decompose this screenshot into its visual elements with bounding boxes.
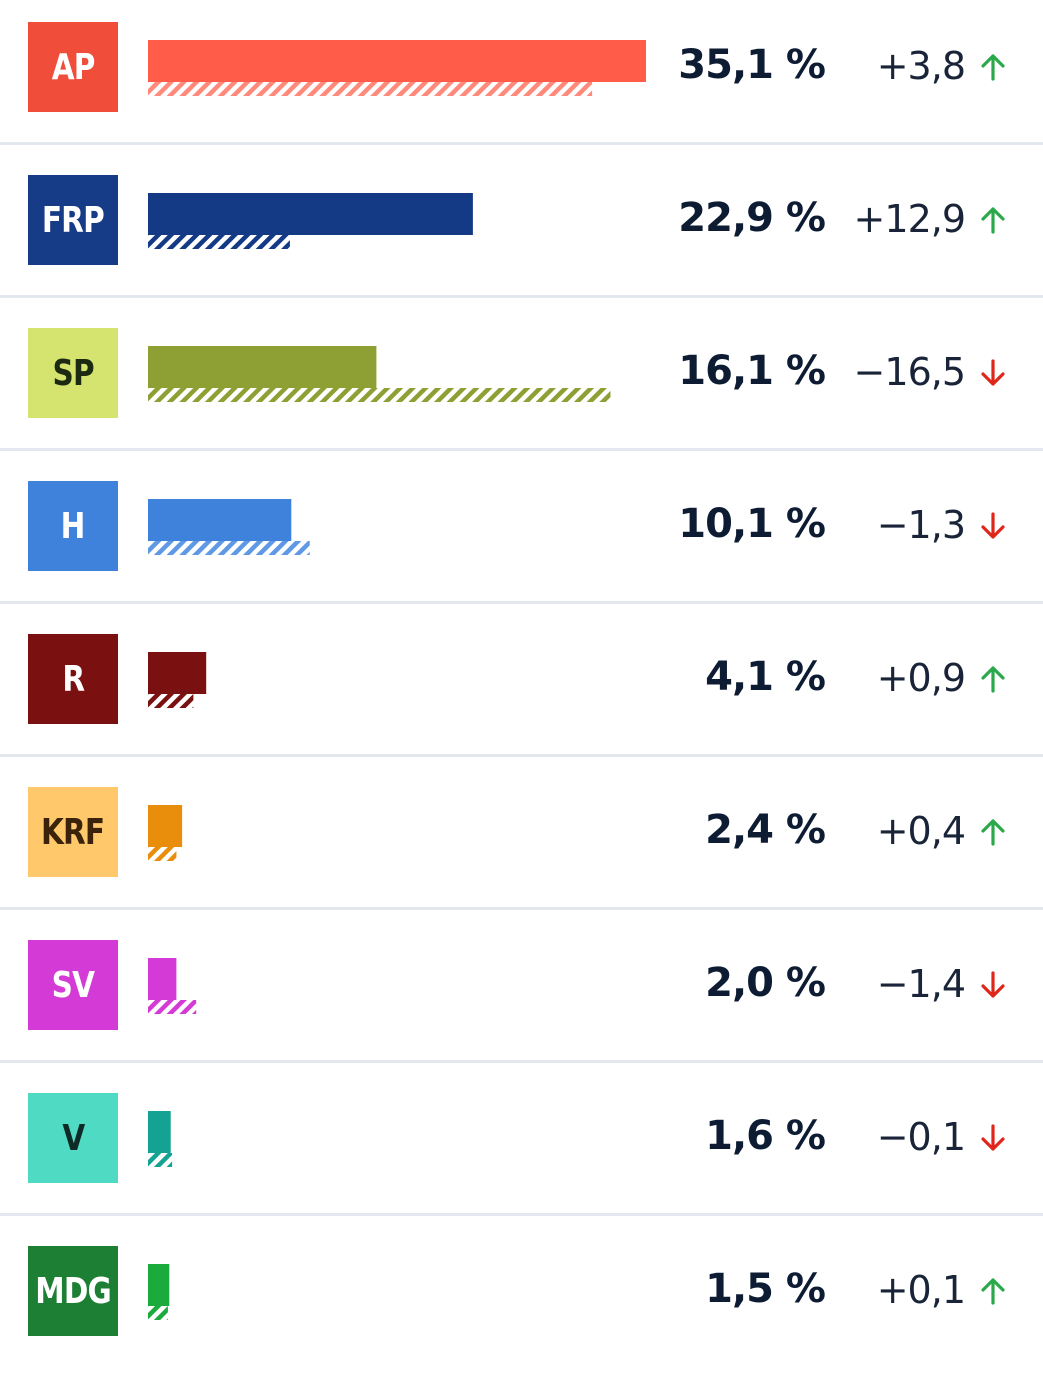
previous-result-bar	[148, 82, 593, 96]
row-divider	[0, 601, 1043, 604]
percentage-value: 4,1 %	[705, 654, 826, 700]
party-badge: SP	[28, 328, 118, 418]
percentage-value: 2,0 %	[705, 960, 826, 1006]
previous-result-bar	[148, 1306, 168, 1320]
party-badge: FRP	[28, 175, 118, 265]
election-results-chart: AP 35,1 % +3,8 FRP 22,9 % +12,9 SP 16,1 % −16,5 H…	[0, 0, 1043, 1336]
party-badge: H	[28, 481, 118, 571]
percentage-value: 35,1 %	[678, 42, 826, 88]
row-divider	[0, 142, 1043, 145]
result-row-krf: KRF 2,4 % +0,4	[0, 765, 1043, 918]
party-label: SV	[51, 964, 95, 1006]
current-result-bar	[148, 958, 177, 1000]
previous-result-bar	[148, 388, 611, 402]
arrow-down-icon	[981, 359, 1005, 386]
previous-result-bar	[148, 1000, 197, 1014]
current-result-bar	[148, 346, 377, 388]
bar-group	[148, 499, 310, 555]
row-divider	[0, 754, 1043, 757]
current-result-bar	[148, 193, 473, 235]
row-divider	[0, 448, 1043, 451]
change-value: −1,3	[876, 503, 966, 547]
row-divider	[0, 1060, 1043, 1063]
bar-group	[148, 652, 207, 708]
bar-group	[148, 1264, 170, 1320]
party-label: SP	[52, 352, 94, 394]
bar-group	[148, 958, 197, 1014]
result-row-ap: AP 35,1 % +3,8	[0, 0, 1043, 153]
arrow-down-icon	[981, 1124, 1005, 1151]
party-label: KRF	[41, 811, 105, 853]
previous-result-bar	[148, 1153, 173, 1167]
result-row-frp: FRP 22,9 % +12,9	[0, 153, 1043, 306]
bar-group	[148, 193, 473, 249]
arrow-up-icon	[981, 666, 1005, 693]
change-value: −0,1	[876, 1115, 966, 1159]
party-badge: SV	[28, 940, 118, 1030]
row-divider	[0, 1213, 1043, 1216]
party-label: FRP	[41, 199, 105, 241]
arrow-down-icon	[981, 971, 1005, 998]
bar-group	[148, 1111, 173, 1167]
previous-result-bar	[148, 847, 177, 861]
current-result-bar	[148, 499, 292, 541]
party-label: H	[61, 505, 86, 547]
change-value: +0,4	[876, 809, 966, 853]
party-label: V	[61, 1117, 85, 1159]
arrow-up-icon	[981, 1278, 1005, 1305]
result-row-mdg: MDG 1,5 % +0,1	[0, 1224, 1043, 1377]
result-row-v: V 1,6 % −0,1	[0, 1071, 1043, 1224]
current-result-bar	[148, 40, 646, 82]
percentage-value: 1,5 %	[705, 1266, 826, 1312]
result-row-r: R 4,1 % +0,9	[0, 612, 1043, 765]
current-result-bar	[148, 1111, 171, 1153]
percentage-value: 22,9 %	[678, 195, 826, 241]
result-row-sp: SP 16,1 % −16,5	[0, 306, 1043, 459]
current-result-bar	[148, 652, 207, 694]
current-result-bar	[148, 1264, 170, 1306]
previous-result-bar	[148, 541, 310, 555]
result-row-sv: SV 2,0 % −1,4	[0, 918, 1043, 1071]
percentage-value: 10,1 %	[678, 501, 826, 547]
bar-group	[148, 346, 611, 402]
arrow-down-icon	[981, 512, 1005, 539]
party-badge: MDG	[28, 1246, 118, 1336]
row-divider	[0, 295, 1043, 298]
party-badge: V	[28, 1093, 118, 1183]
change-value: −16,5	[853, 350, 966, 394]
change-value: +12,9	[853, 197, 966, 241]
party-badge: KRF	[28, 787, 118, 877]
percentage-value: 16,1 %	[678, 348, 826, 394]
previous-result-bar	[148, 235, 290, 249]
arrow-up-icon	[981, 207, 1005, 234]
bar-group	[148, 805, 183, 861]
party-label: R	[62, 658, 85, 700]
change-value: +0,1	[876, 1268, 966, 1312]
party-badge: AP	[28, 22, 118, 112]
percentage-value: 2,4 %	[705, 807, 826, 853]
percentage-value: 1,6 %	[705, 1113, 826, 1159]
party-label: AP	[51, 46, 96, 88]
party-label: MDG	[35, 1270, 111, 1312]
arrow-up-icon	[981, 54, 1005, 81]
party-badge: R	[28, 634, 118, 724]
change-value: +0,9	[876, 656, 966, 700]
previous-result-bar	[148, 694, 194, 708]
row-divider	[0, 907, 1043, 910]
result-row-h: H 10,1 % −1,3	[0, 459, 1043, 612]
arrow-up-icon	[981, 819, 1005, 846]
bar-group	[148, 40, 646, 96]
current-result-bar	[148, 805, 183, 847]
change-value: −1,4	[876, 962, 966, 1006]
change-value: +3,8	[876, 44, 966, 88]
